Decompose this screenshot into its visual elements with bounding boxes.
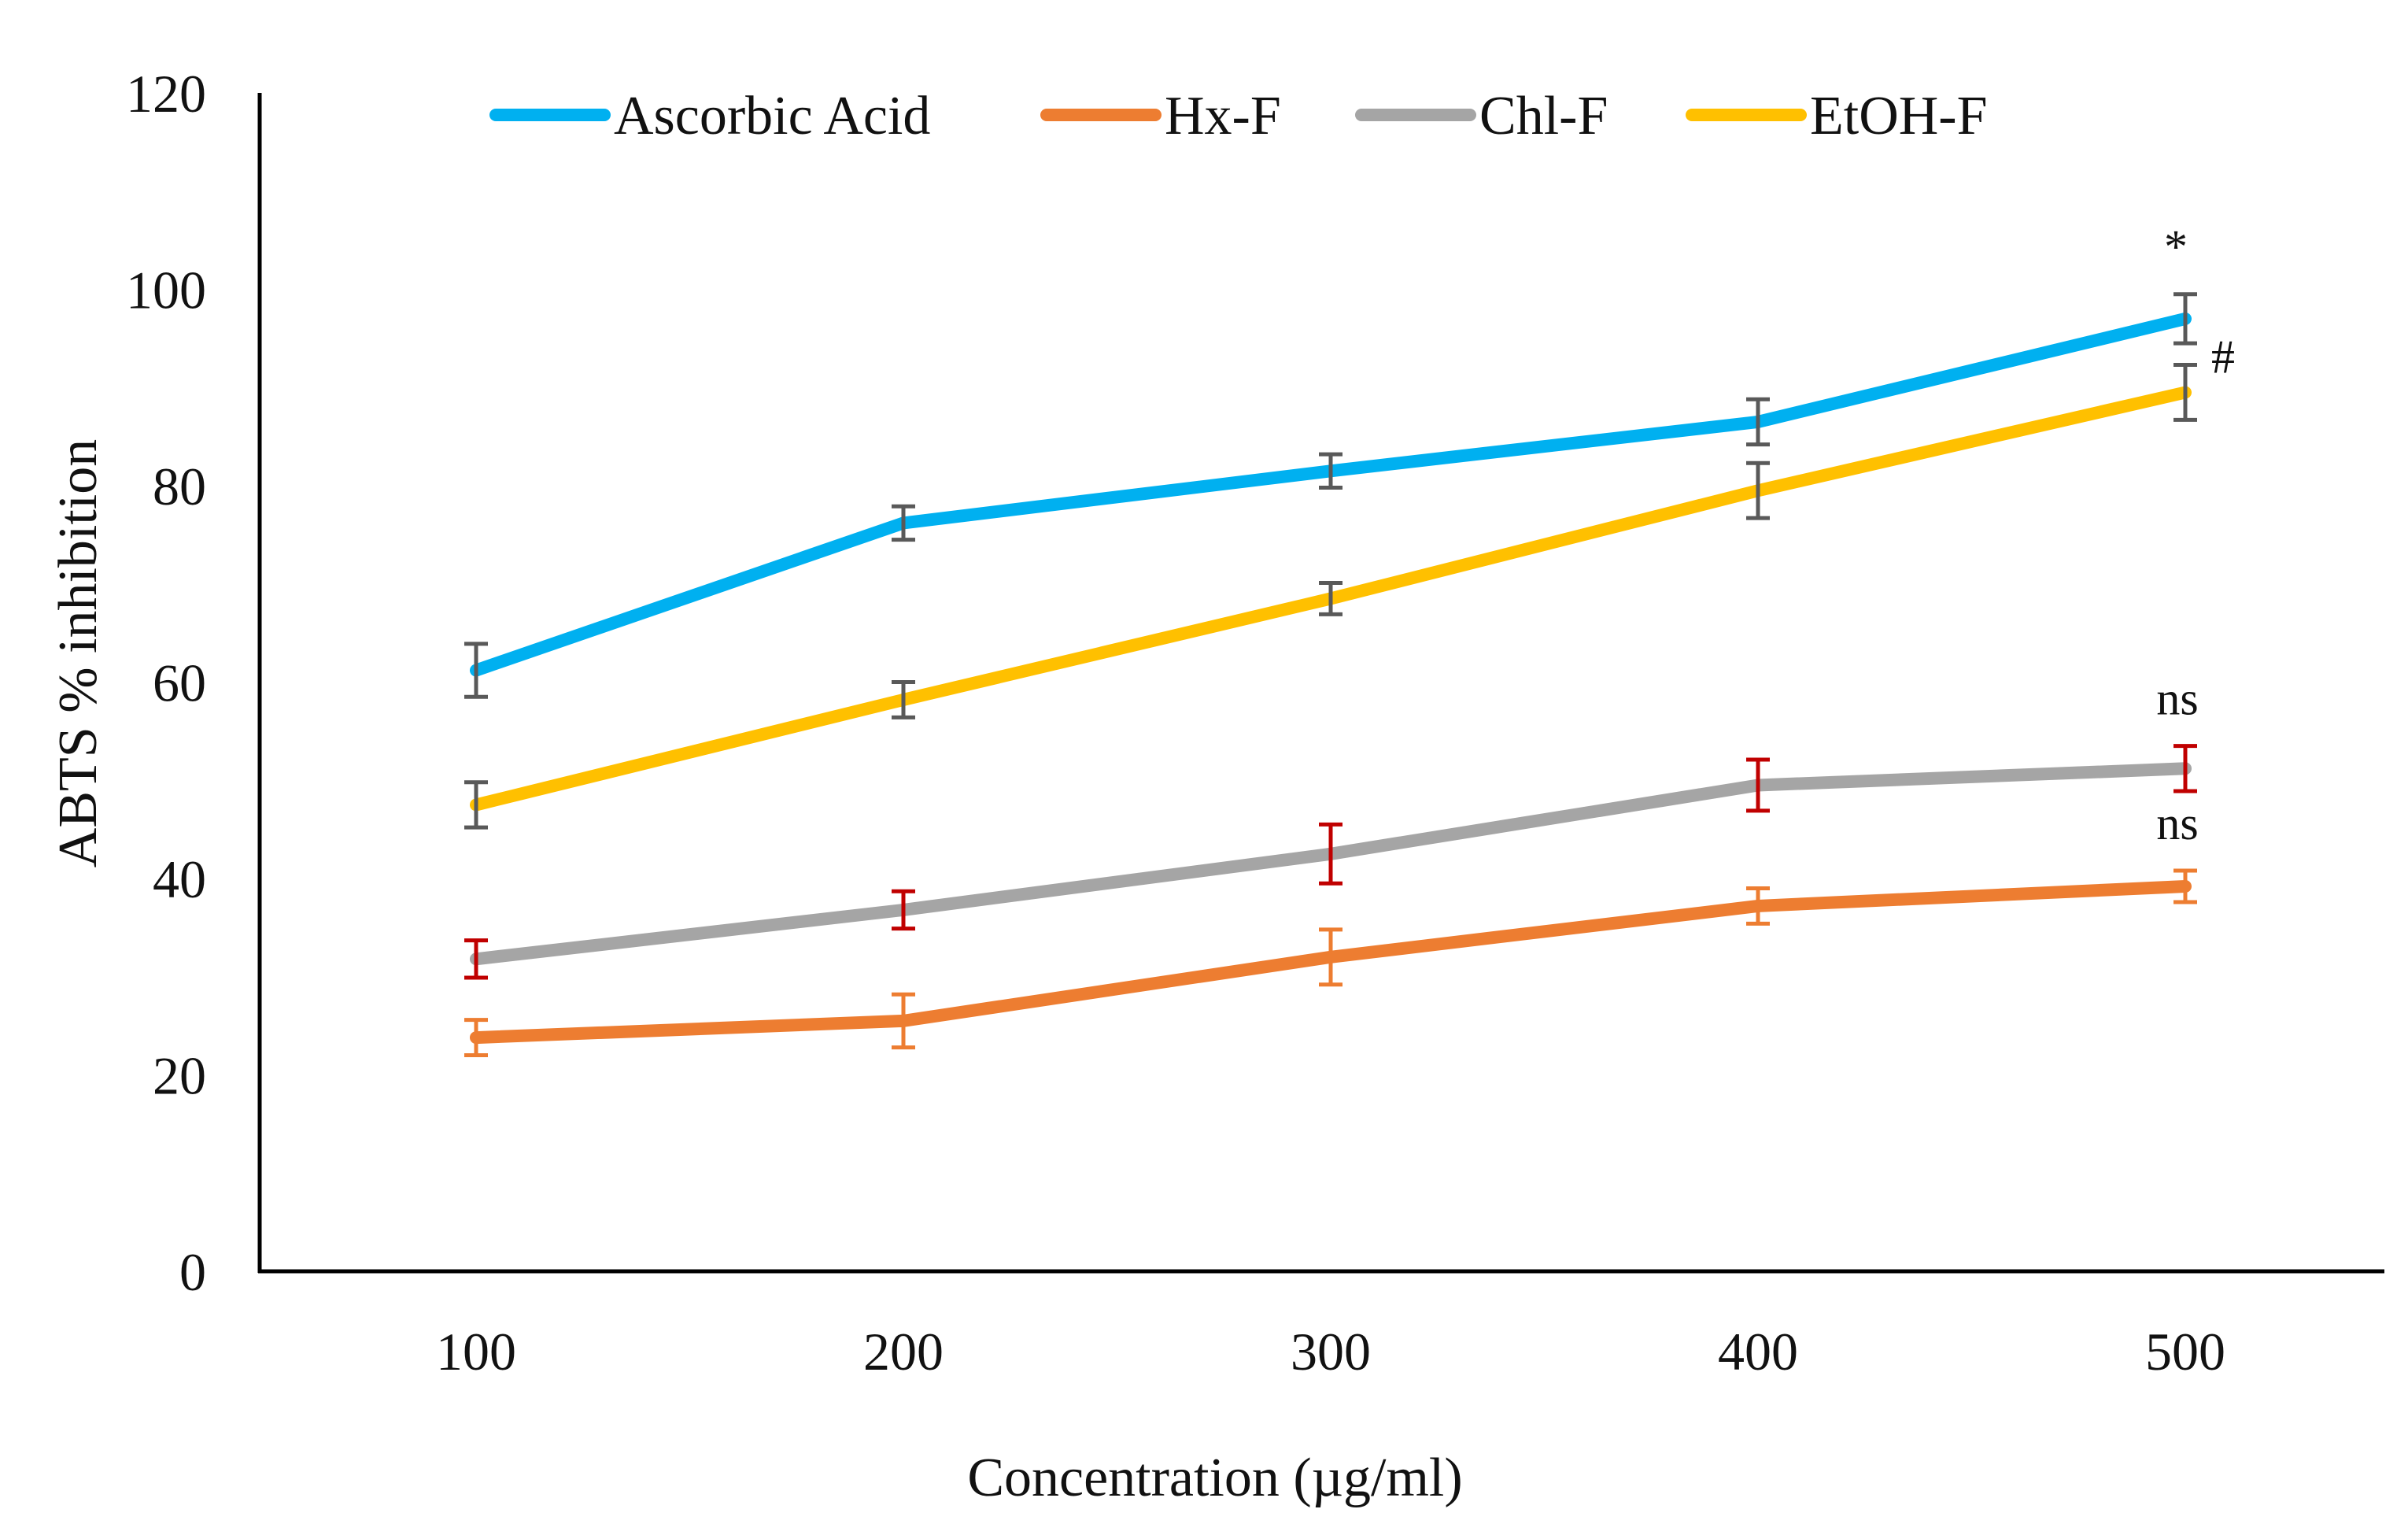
error-bar (464, 642, 488, 699)
legend-item-chl-f: Chl-F (1355, 86, 1608, 146)
error-bar (892, 504, 915, 542)
error-bar (1319, 927, 1342, 987)
error-bar (1746, 757, 1770, 813)
x-tick-labels: 100 200 300 400 500 (436, 1322, 2225, 1382)
y-tick-labels: 0 20 40 60 80 100 120 (126, 64, 206, 1302)
error-bar (892, 992, 915, 1050)
error-bar (1319, 452, 1342, 490)
error-bar (464, 780, 488, 830)
error-bar (1319, 822, 1342, 886)
error-bar (2173, 868, 2197, 904)
significance-annotation: ns (2156, 797, 2198, 849)
y-tick-label: 20 (153, 1046, 206, 1106)
x-tick-label: 100 (436, 1322, 516, 1382)
error-bar (2173, 363, 2197, 422)
error-bar (464, 938, 488, 980)
x-tick-label: 300 (1291, 1322, 1371, 1382)
error-bars-ascorbic-acid (464, 292, 2197, 699)
error-bars-hx-f (464, 868, 2197, 1058)
legend-label: Ascorbic Acid (614, 86, 930, 146)
x-tick-label: 400 (1718, 1322, 1798, 1382)
significance-annotation: ns (2156, 673, 2198, 725)
error-bar (1319, 581, 1342, 616)
error-bar (892, 680, 915, 719)
error-bar (1746, 886, 1770, 926)
x-tick-label: 200 (863, 1322, 944, 1382)
axes (257, 93, 2384, 1274)
legend-label: Hx-F (1165, 86, 1281, 146)
y-tick-label: 80 (153, 457, 206, 516)
error-bar (1746, 397, 1770, 447)
legend: Ascorbic Acid Hx-F Chl-F EtOH-F (489, 86, 1988, 146)
y-tick-label: 0 (179, 1242, 206, 1302)
series-line-ascorbic-acid (470, 312, 2192, 677)
x-tick-label: 500 (2145, 1322, 2225, 1382)
legend-item-ascorbic-acid: Ascorbic Acid (489, 86, 930, 146)
significance-annotation: * (2164, 221, 2188, 273)
annotations: * # ns ns (2156, 221, 2235, 849)
series-ascorbic-acid (470, 312, 2192, 677)
series-layer (464, 292, 2197, 1058)
y-tick-label: 100 (126, 261, 206, 320)
error-bar (1746, 460, 1770, 520)
legend-item-etoh-f: EtOH-F (1686, 86, 1988, 146)
error-bars-chl-f (464, 744, 2197, 980)
legend-label: EtOH-F (1810, 86, 1988, 146)
y-tick-label: 40 (153, 849, 206, 909)
x-axis-title: Concentration (µg/ml) (967, 1448, 1462, 1508)
y-axis-title: ABTS % inhibition (48, 439, 109, 867)
error-bar (464, 1018, 488, 1058)
error-bar (2173, 292, 2197, 346)
error-bars-etoh-f (464, 363, 2197, 830)
y-tick-label: 120 (126, 64, 206, 124)
legend-item-hx-f: Hx-F (1040, 86, 1281, 146)
legend-label: Chl-F (1479, 86, 1608, 146)
error-bar (892, 889, 915, 931)
y-tick-label: 60 (153, 653, 206, 713)
error-bar (2173, 744, 2197, 793)
significance-annotation: # (2211, 331, 2235, 383)
